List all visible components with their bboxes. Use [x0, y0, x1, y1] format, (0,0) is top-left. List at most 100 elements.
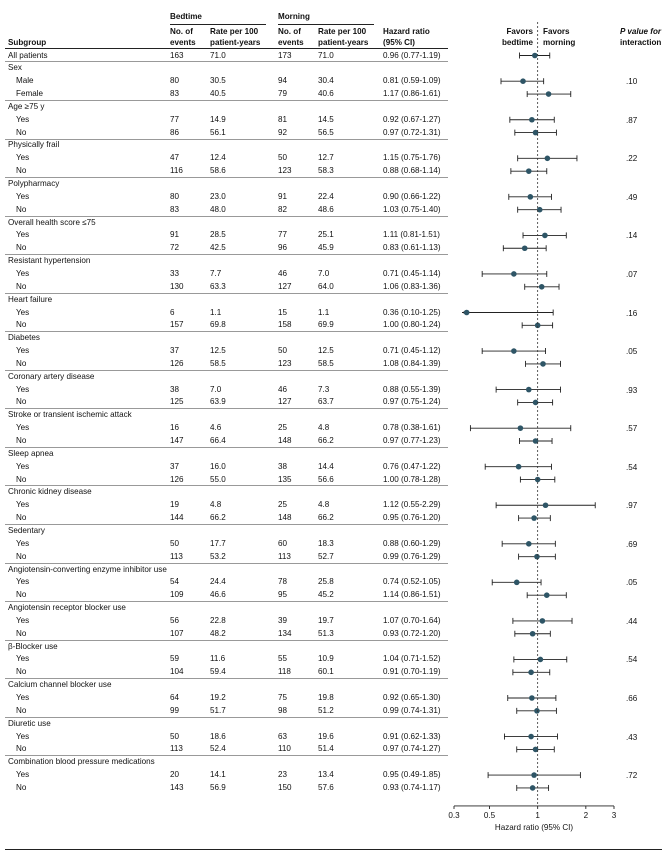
bedtime-rate-cell: 66.4 — [210, 436, 226, 445]
bedtime-rate-cell: 7.7 — [210, 268, 222, 278]
bedtime-events-header-line2: events — [170, 37, 196, 47]
bedtime-rate-cell: 14.1 — [210, 770, 226, 780]
hazard-ratio-cell: 1.11 (0.81-1.51) — [383, 230, 440, 240]
hazard-ratio-cell: 0.78 (0.38-1.61) — [383, 423, 441, 433]
morning-rate-cell: 64.0 — [318, 281, 334, 291]
subgroup-heading: Overall health score ≤75 — [8, 217, 96, 227]
hazard-ratio-header: Hazard ratio (95% CI) — [383, 27, 430, 48]
morning-rate-cell: 4.8 — [318, 423, 330, 433]
morning-events-cell: 134 — [278, 628, 292, 638]
subgroup-heading: Angiotensin receptor blocker use — [8, 603, 126, 613]
morning-rate-cell: 19.7 — [318, 615, 334, 625]
bedtime-events-cell: 72 — [170, 243, 180, 253]
hazard-ratio-point — [521, 245, 528, 252]
morning-events-cell: 25 — [278, 500, 288, 510]
row-label: No — [16, 628, 27, 638]
bedtime-rate-cell: 46.6 — [210, 590, 226, 600]
hazard-ratio-point — [532, 746, 539, 753]
morning-rate-cell: 1.1 — [318, 307, 330, 317]
bedtime-rate-cell: 17.7 — [210, 538, 226, 548]
p-interaction-value: .05 — [626, 347, 638, 357]
hazard-ratio-point — [529, 630, 536, 637]
hazard-ratio-point — [537, 656, 544, 663]
subgroup-heading: Physically frail — [8, 140, 60, 150]
p-interaction-value: .07 — [626, 269, 638, 279]
morning-rate-cell: 58.3 — [318, 166, 334, 176]
row-label: No — [16, 281, 27, 291]
morning-rate-cell: 13.4 — [318, 770, 334, 780]
hazard-ratio-cell: 0.88 (0.55-1.39) — [383, 384, 441, 394]
bedtime-rate-header: Rate per 100 patient-years — [210, 27, 260, 48]
hazard-ratio-cell: 1.15 (0.75-1.76) — [383, 153, 441, 163]
morning-header-rule — [278, 24, 374, 25]
bedtime-events-cell: 147 — [170, 436, 184, 445]
morning-rate-cell: 10.9 — [318, 654, 334, 664]
morning-rate-cell: 4.8 — [318, 500, 330, 510]
morning-rate-cell: 18.3 — [318, 538, 334, 548]
hazard-ratio-header-line1: Hazard ratio — [383, 27, 430, 36]
header-bottom-rule — [5, 48, 448, 49]
row-separator — [5, 331, 448, 333]
bedtime-rate-cell: 56.1 — [210, 127, 226, 137]
bedtime-rate-cell: 48.2 — [210, 628, 226, 638]
morning-events-cell: 50 — [278, 346, 288, 356]
bedtime-events-header: No. of events — [170, 27, 196, 48]
bedtime-rate-cell: 55.0 — [210, 474, 226, 484]
hazard-ratio-point — [534, 553, 540, 560]
row-label: No — [16, 358, 27, 368]
hazard-ratio-point — [517, 425, 524, 431]
row-label: No — [16, 436, 27, 445]
hazard-ratio-cell: 0.97 (0.72-1.31) — [383, 127, 441, 137]
x-tick-label: 0.3 — [448, 811, 460, 820]
hazard-ratio-cell: 0.71 (0.45-1.14) — [383, 268, 441, 278]
hazard-ratio-point — [525, 168, 532, 174]
hazard-ratio-cell: 1.12 (0.55-2.29) — [383, 500, 441, 510]
hazard-ratio-cell: 0.76 (0.47-1.22) — [383, 461, 441, 471]
morning-events-cell: 46 — [278, 384, 288, 394]
bedtime-events-cell: 99 — [170, 705, 180, 715]
bedtime-rate-cell: 63.3 — [210, 281, 226, 291]
hazard-ratio-point — [532, 129, 539, 136]
bedtime-events-cell: 130 — [170, 281, 184, 291]
morning-rate-cell: 51.3 — [318, 628, 334, 638]
hazard-ratio-cell: 0.88 (0.68-1.14) — [383, 166, 441, 176]
row-label: Male — [16, 76, 34, 86]
morning-events-cell: 148 — [278, 436, 292, 445]
morning-events-header: No. of events — [278, 27, 304, 48]
morning-rate-cell: 58.5 — [318, 358, 334, 368]
hazard-ratio-cell: 0.97 (0.77-1.23) — [383, 436, 441, 445]
morning-rate-cell: 71.0 — [318, 50, 334, 60]
morning-rate-cell: 45.2 — [318, 590, 334, 600]
hazard-ratio-point — [529, 695, 535, 701]
morning-events-cell: 92 — [278, 127, 288, 137]
bedtime-rate-cell: 59.4 — [210, 667, 226, 677]
hazard-ratio-point — [540, 361, 546, 367]
row-label: No — [16, 667, 27, 677]
p-interaction-value: .16 — [626, 308, 638, 318]
morning-rate-cell: 22.4 — [318, 191, 334, 201]
morning-rate-cell: 56.6 — [318, 474, 334, 484]
bedtime-events-cell: 104 — [170, 667, 184, 677]
bedtime-events-cell: 37 — [170, 346, 180, 356]
bedtime-rate-cell: 12.5 — [210, 346, 226, 356]
hazard-ratio-cell: 1.04 (0.71-1.52) — [383, 654, 441, 664]
bedtime-events-cell: 33 — [170, 268, 180, 278]
subgroup-heading: Diuretic use — [8, 718, 51, 728]
morning-rate-cell: 12.5 — [318, 346, 334, 356]
row-label: Yes — [16, 538, 30, 548]
p-interaction-value: .93 — [626, 385, 638, 395]
hazard-ratio-point — [531, 515, 537, 521]
bedtime-events-cell: 144 — [170, 513, 184, 523]
morning-events-cell: 94 — [278, 76, 288, 86]
x-tick-label: 1 — [535, 811, 540, 820]
subgroup-heading: Coronary artery disease — [8, 371, 95, 381]
bedtime-events-cell: 109 — [170, 590, 184, 600]
morning-events-cell: 123 — [278, 358, 292, 368]
row-label: Yes — [16, 423, 30, 433]
hazard-ratio-point — [532, 52, 538, 59]
subgroup-heading: Sedentary — [8, 525, 45, 535]
hazard-ratio-cell: 0.71 (0.45-1.12) — [383, 346, 441, 356]
hazard-ratio-point — [531, 772, 537, 778]
bedtime-rate-cell: 22.8 — [210, 615, 226, 625]
bedtime-events-cell: 50 — [170, 731, 180, 741]
